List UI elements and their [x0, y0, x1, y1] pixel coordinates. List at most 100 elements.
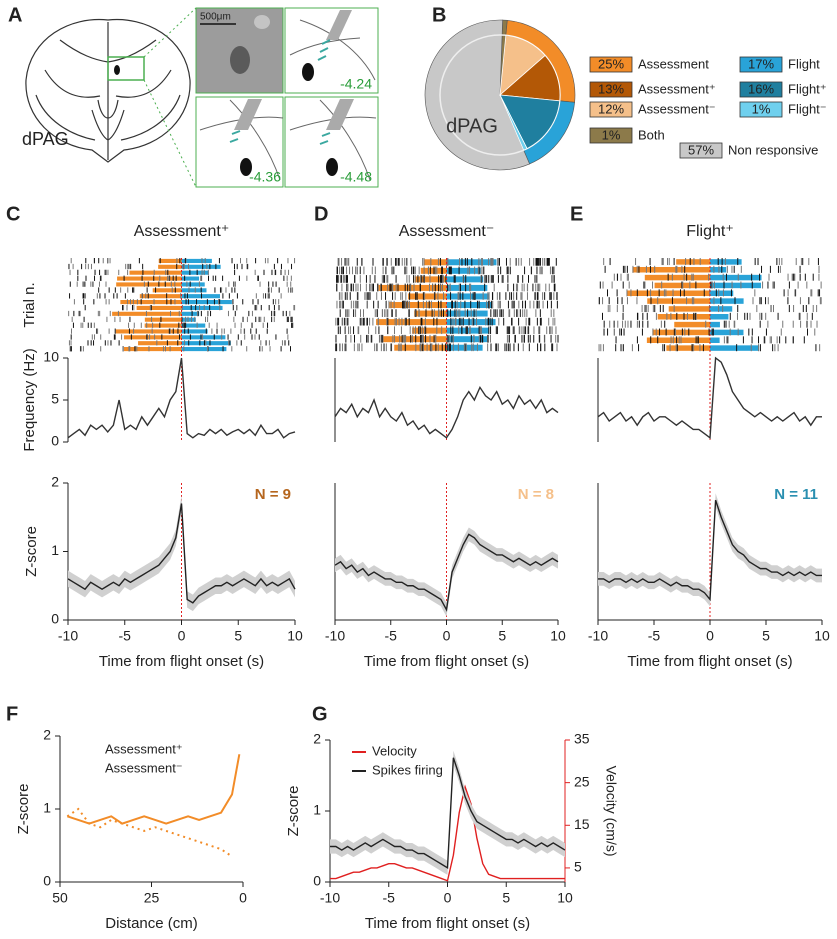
- zoom-box: [107, 56, 145, 81]
- raster-bar: [181, 317, 196, 322]
- raster-bar: [666, 345, 710, 351]
- y-tick-label: 0: [313, 873, 321, 889]
- panel-letter: D: [314, 203, 328, 225]
- y2-tick-label: 25: [574, 773, 590, 789]
- pie-label: dPAG: [446, 115, 498, 137]
- scale-label: 500μm: [200, 12, 231, 23]
- y2-tick-label: 35: [574, 731, 590, 747]
- raster-bar: [446, 267, 481, 274]
- x-tick-label: -10: [320, 890, 340, 906]
- raster-bar: [181, 300, 232, 305]
- x-tick-label: 10: [287, 628, 303, 644]
- y-tick-label: 1: [51, 542, 59, 558]
- legend-value: 13%: [598, 81, 624, 96]
- raster-bar: [446, 276, 484, 283]
- raster-bar: [652, 329, 710, 336]
- legend-label: Assessment⁻: [638, 101, 716, 116]
- chart-title: Assessment⁻: [399, 223, 495, 240]
- raster-bar: [408, 293, 447, 300]
- x-tick-label: -5: [648, 628, 661, 644]
- chart-title: Flight⁺: [686, 223, 734, 240]
- raster-bar: [710, 267, 727, 273]
- y-tick-label: 2: [43, 727, 51, 743]
- x-tick-label: -10: [588, 628, 608, 644]
- legend-label: Flight⁺: [788, 81, 827, 96]
- raster-bar: [414, 310, 447, 317]
- raster-bar: [181, 329, 208, 334]
- raster-bar: [144, 317, 182, 322]
- x-axis-label: Time from flight onset (s): [627, 653, 792, 670]
- raster-bar: [710, 314, 729, 320]
- raster-bar: [181, 270, 209, 275]
- n-label: N = 8: [518, 486, 554, 503]
- panel-letter: E: [570, 203, 583, 225]
- raster-bar: [674, 321, 710, 328]
- legend-label: Non responsive: [728, 142, 818, 157]
- data-line: [598, 499, 822, 602]
- sem-band: [330, 750, 565, 875]
- x-tick-label: -10: [58, 628, 78, 644]
- x-tick-label: 0: [706, 628, 714, 644]
- legend-swatch: [739, 101, 783, 118]
- legend-swatch: [589, 81, 633, 98]
- legend-label: Assessment⁻: [105, 760, 183, 775]
- panel-letter: C: [6, 203, 20, 225]
- legend-value: 57%: [688, 142, 714, 157]
- legend-swatch: [589, 127, 633, 144]
- n-label: N = 11: [774, 486, 818, 503]
- x-tick-label: 10: [814, 628, 830, 644]
- raster-bar: [646, 337, 710, 343]
- sem-band: [598, 493, 822, 607]
- x-tick-label: 10: [550, 628, 566, 644]
- raster-bar: [158, 258, 182, 263]
- data-line: [330, 784, 565, 882]
- x-tick-label: 0: [239, 890, 247, 906]
- y-axis-label: Z-score: [23, 526, 40, 577]
- y2-axis-label: Velocity (cm/s): [603, 765, 619, 856]
- x-tick-label: 5: [762, 628, 770, 644]
- raster-bar: [383, 336, 447, 343]
- raster-bar: [144, 323, 182, 328]
- legend-label: Flight: [788, 56, 820, 71]
- raster-bar: [129, 270, 182, 275]
- y-axis-label: Z-score: [15, 784, 32, 835]
- raster-bar: [181, 264, 221, 269]
- raster-bar: [117, 276, 182, 281]
- legend-swatch: [589, 101, 633, 118]
- y-tick-label: 1: [313, 802, 321, 818]
- legend-label: Assessment⁺: [638, 81, 716, 96]
- legend-value: 12%: [598, 101, 624, 116]
- raster-bar: [710, 345, 760, 351]
- raster-bar: [710, 337, 720, 343]
- y-tick-label: 2: [313, 731, 321, 747]
- x-tick-label: -5: [383, 890, 396, 906]
- raster-bar: [676, 259, 710, 265]
- raster-label: Trial n.: [21, 282, 38, 327]
- raster-bar: [710, 274, 762, 281]
- n-label: N = 9: [255, 486, 291, 503]
- legend-value: 1%: [752, 101, 771, 116]
- legend-swatch: [739, 81, 783, 98]
- raster-bar: [123, 347, 182, 352]
- raster-bar: [626, 290, 710, 296]
- raster-bar: [446, 284, 488, 291]
- panel-letter: A: [8, 4, 22, 26]
- legend-label: Spikes firing: [372, 762, 443, 777]
- x-tick-label: 5: [502, 890, 510, 906]
- raster-bar: [181, 288, 207, 293]
- raster-bar: [424, 259, 447, 266]
- raster-bar: [446, 310, 488, 317]
- x-tick-label: 50: [52, 890, 68, 906]
- raster-bar: [647, 298, 710, 304]
- region-label: dPAG: [22, 129, 69, 149]
- data-line: [334, 533, 559, 612]
- data-line: [597, 356, 822, 440]
- raster-bar: [710, 306, 733, 312]
- raster-bar: [377, 284, 447, 291]
- y-tick-label: 5: [51, 391, 59, 407]
- raster-bar: [181, 305, 223, 310]
- raster-bar: [644, 274, 710, 281]
- raster-bar: [710, 329, 744, 336]
- section-label: -4.36: [249, 169, 281, 185]
